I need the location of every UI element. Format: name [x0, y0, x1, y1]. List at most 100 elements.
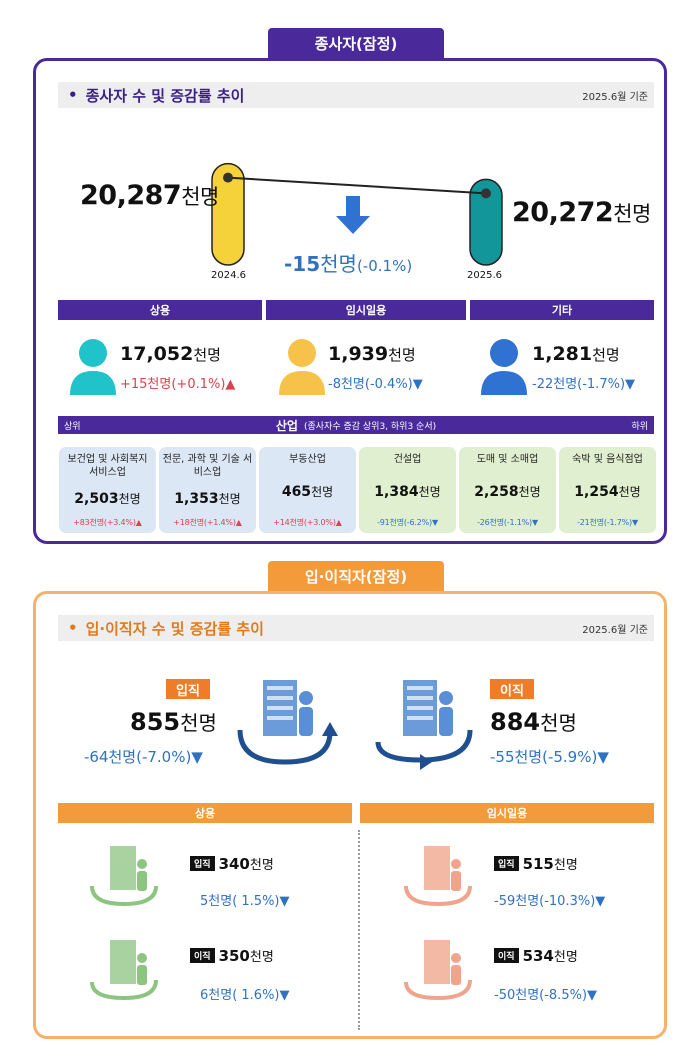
band-regular: 상용 [58, 300, 262, 320]
industry-header: 상위 산업 (종사자수 증감 상위3, 하위3 순서) 하위 [58, 416, 654, 434]
total-change: -15천명(-0.1%) [284, 248, 412, 277]
sub-illustrations [90, 846, 472, 1001]
down-arrow-icon: ▼ [531, 518, 538, 527]
down-arrow-icon: ▼ [431, 518, 438, 527]
regular-hires-value: 입직 340천명 [190, 854, 274, 873]
temporary-change: -8천명(-0.4%)▼ [328, 373, 423, 392]
bar-2025-6 [469, 178, 503, 266]
industry-change-text: -91천명(-6.2%) [377, 518, 432, 527]
industry-value: 2,503천명 [74, 490, 140, 507]
separations-change: -55천명(-5.9%)▼ [490, 746, 609, 767]
industry-change-text: +18천명(+1.4%) [173, 518, 236, 527]
turnover-tab: 입·이직자(잠정) [268, 561, 444, 591]
band-regular-turnover: 상용 [58, 803, 352, 823]
industry-value: 465천명 [282, 483, 333, 500]
total-change-unit: 천명 [320, 252, 357, 276]
band-temporary-turnover: 임시일용 [360, 803, 654, 823]
industry-change-text: -21천명(-1.7%) [577, 518, 632, 527]
down-arrow-icon: ▼ [412, 377, 423, 392]
industry-value: 2,258천명 [474, 483, 540, 500]
employees-trend-chart [211, 162, 503, 266]
bullet-icon: • [68, 619, 78, 637]
regular-separations-unit: 천명 [249, 950, 274, 965]
industry-unit: 천명 [118, 491, 141, 506]
industry-name: 전문, 과학 및 기술 서비스업 [162, 454, 253, 478]
industry-number: 465 [281, 484, 312, 500]
regular-separations-value: 이직 350천명 [190, 946, 274, 965]
regular-value: 17,052천명 [120, 343, 221, 365]
hires-change: -64천명(-7.0%)▼ [84, 746, 203, 767]
bar-2024-6 [211, 162, 245, 266]
employees-title-text: 종사자 수 및 증감률 추이 [85, 86, 245, 105]
regular-number: 17,052 [120, 343, 194, 365]
separations-value: 884천명 [490, 707, 577, 736]
down-arrow-icon: ▼ [587, 988, 598, 1003]
industry-card: 건설업 1,384천명 -91천명(-6.2%)▼ [359, 447, 456, 533]
temporary-hires-value: 입직 515천명 [494, 854, 578, 873]
other-value: 1,281천명 [532, 343, 620, 365]
employees-tab: 종사자(잠정) [268, 28, 444, 58]
temporary-separations-unit: 천명 [553, 950, 578, 965]
industry-name: 건설업 [393, 454, 422, 465]
point-2024-6 [223, 172, 233, 183]
up-arrow-icon: ▲ [235, 518, 242, 527]
industry-change: +18천명(+1.4%)▲ [173, 517, 242, 528]
person-other-icon [481, 339, 527, 395]
curr-period-label: 2025.6 [467, 270, 502, 281]
prev-total-unit: 천명 [181, 185, 219, 209]
person-regular-icon [70, 339, 116, 395]
other-number: 1,281 [532, 343, 593, 365]
industry-card: 보건업 및 사회복지 서비스업 2,503천명 +83천명(+3.4%)▲ [59, 447, 156, 533]
band-temporary-turnover-label: 임시일용 [486, 807, 528, 820]
industry-unit: 천명 [218, 491, 241, 506]
regular-change-text: +15천명(+0.1%) [120, 377, 226, 392]
person-icons [70, 339, 527, 395]
hires-number: 855 [130, 708, 181, 736]
down-arrow-icon: ▼ [631, 518, 638, 527]
prev-total-value: 20,287천명 [80, 180, 219, 211]
separations-unit: 천명 [540, 711, 577, 735]
industry-name: 도매 및 소매업 [476, 454, 539, 465]
separations-badge-label: 이직 [500, 683, 524, 699]
band-other: 기타 [470, 300, 654, 320]
temporary-separations-number: 534 [522, 947, 554, 965]
temporary-number: 1,939 [328, 343, 389, 365]
curr-total-unit: 천명 [613, 202, 651, 226]
employees-basis-date: 2025.6월 기준 [582, 91, 648, 103]
hires-badge: 입직 [166, 679, 210, 699]
regular-hires-change-text: 5천명( 1.5%) [200, 894, 280, 909]
industry-subtitle: (종사자수 증감 상위3, 하위3 순서) [303, 421, 437, 432]
band-regular-label: 상용 [149, 304, 171, 317]
building-regular-hire-icon [90, 846, 158, 907]
industry-number: 1,254 [574, 484, 619, 500]
turnover-section-title: • 입·이직자 수 및 증감률 추이 2025.6월 기준 [58, 615, 654, 641]
other-change: -22천명(-1.7%)▼ [532, 373, 635, 392]
temporary-separations-badge: 이직 [494, 948, 519, 963]
industry-value: 1,254천명 [574, 483, 640, 500]
temporary-hires-badge: 입직 [494, 856, 519, 871]
industry-card: 숙박 및 음식점업 1,254천명 -21천명(-1.7%)▼ [559, 447, 656, 533]
hires-unit: 천명 [180, 711, 217, 735]
down-arrow-icon: ▼ [595, 894, 606, 909]
temporary-hires-change: -59천명(-10.3%)▼ [494, 890, 605, 909]
band-other-label: 기타 [551, 304, 573, 317]
employees-tab-label: 종사자(잠정) [314, 34, 398, 53]
regular-separations-number: 350 [218, 947, 250, 965]
bullet-icon: • [68, 86, 78, 104]
regular-hires-number: 340 [218, 855, 250, 873]
total-change-rate: (-0.1%) [356, 257, 413, 275]
industry-change: +14천명(+3.0%)▲ [273, 517, 342, 528]
prev-period-label: 2024.6 [211, 270, 246, 281]
temporary-separations-change: -50천명(-8.5%)▼ [494, 984, 597, 1003]
employees-section-title: • 종사자 수 및 증감률 추이 2025.6월 기준 [58, 82, 654, 108]
industry-unit: 천명 [518, 485, 541, 499]
down-arrow-icon: ▼ [279, 988, 290, 1003]
hires-value: 855천명 [130, 707, 217, 736]
band-temporary-label: 임시일용 [345, 304, 387, 317]
regular-hires-unit: 천명 [249, 858, 274, 873]
up-arrow-icon: ▲ [335, 518, 342, 527]
down-arrow-icon: ▼ [191, 748, 203, 766]
industry-unit: 천명 [618, 485, 641, 499]
total-change-number: -15 [284, 252, 321, 276]
industry-change: -91천명(-6.2%)▼ [377, 517, 438, 528]
